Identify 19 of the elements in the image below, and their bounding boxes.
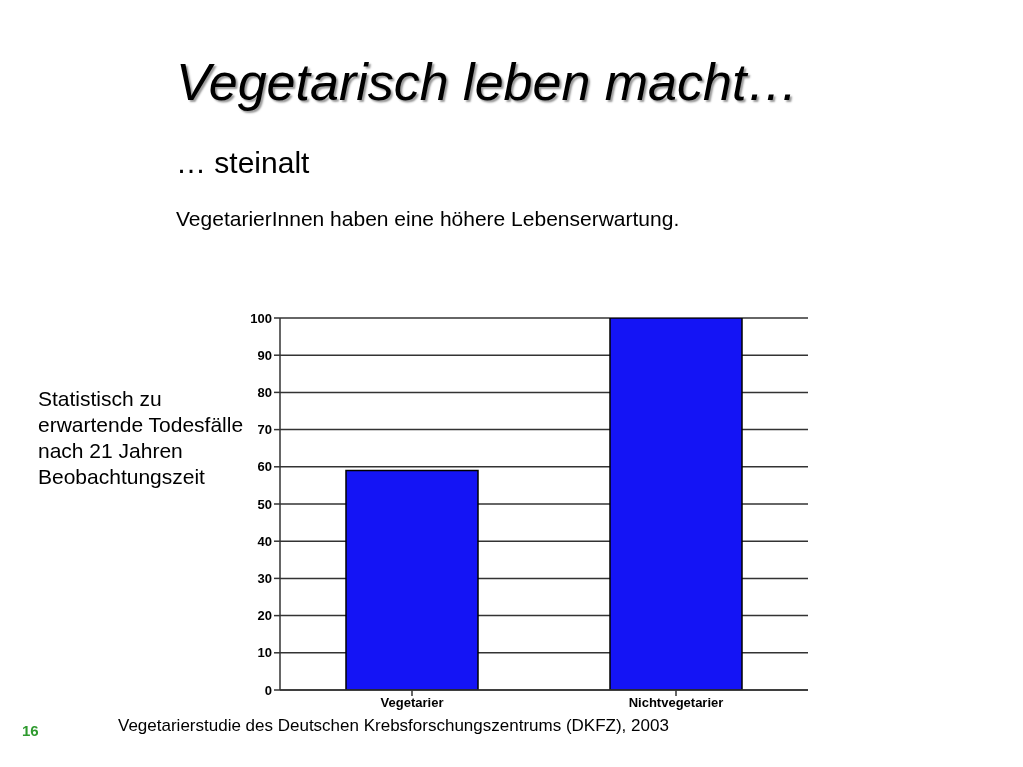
y-tick-label: 10 (257, 645, 272, 661)
y-tick-label: 90 (257, 347, 272, 363)
chart-subtitle: … steinalt (176, 146, 310, 179)
y-tick-label: 50 (257, 496, 272, 512)
y-tick-label: 20 (257, 608, 272, 624)
text: Vegetarierstudie des Deutschen Krebsforschungszentrums (DKFZ), 2003 (118, 716, 669, 735)
y-tick-label: 70 (257, 422, 272, 438)
x-tick-label: Nichtvegetarier (628, 695, 724, 711)
y-tick-label: 40 (257, 533, 272, 549)
y-axis-title: Statistisch zu erwartende Todesfälle nach 21 Jahren Beobachtungszeit (38, 387, 244, 488)
y-tick-label: 60 (257, 459, 272, 475)
y-tick-label: 80 (257, 385, 272, 401)
text: VegetarierInnen haben eine höhere Lebenserwartung. (176, 207, 680, 230)
chart-title: Vegetarisch leben macht… (176, 53, 799, 111)
text: 16 (22, 722, 39, 739)
y-tick-label: 0 (264, 682, 272, 698)
y-tick-label: 30 (257, 571, 272, 587)
y-tick-label: 100 (250, 310, 272, 326)
x-tick-label: Vegetarier (380, 695, 444, 711)
